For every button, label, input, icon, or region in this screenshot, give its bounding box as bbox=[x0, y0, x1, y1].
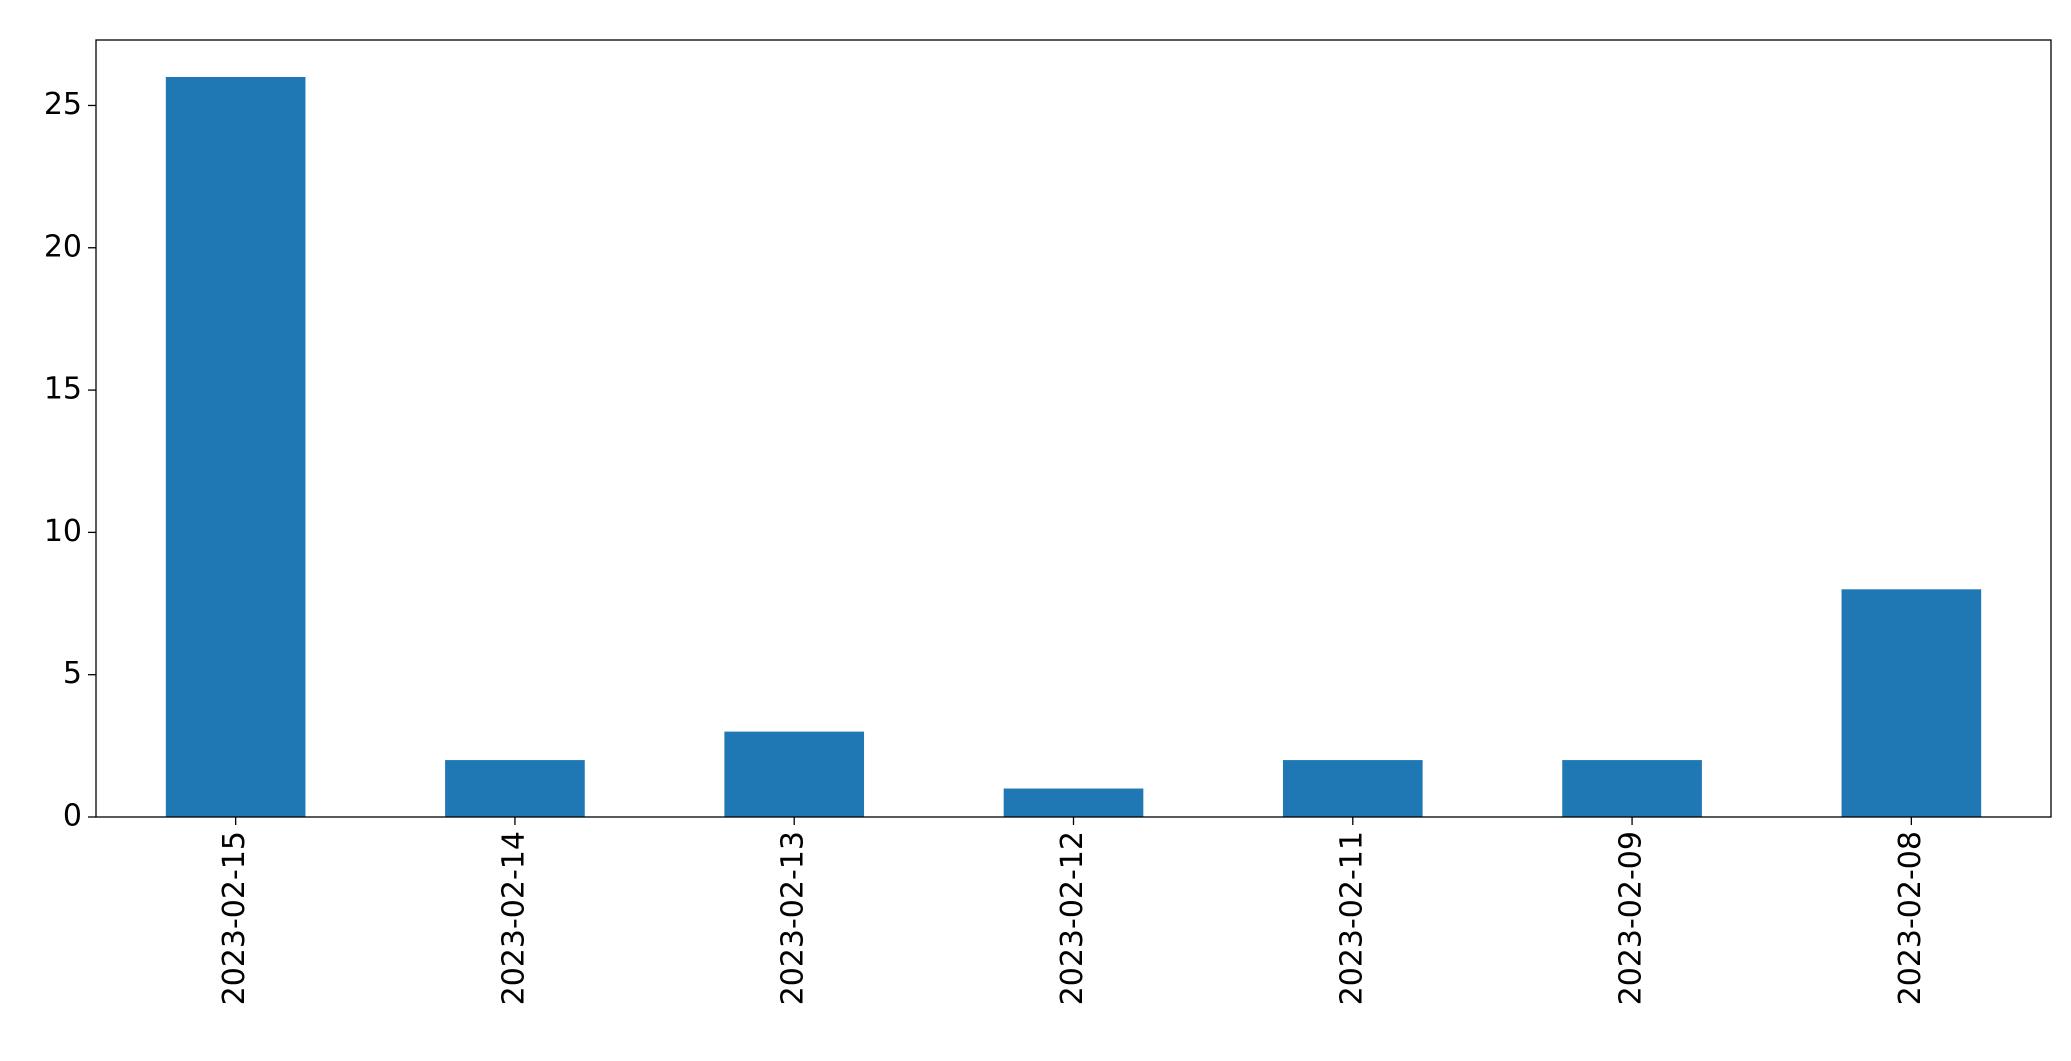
y-tick-label: 5 bbox=[63, 656, 82, 691]
x-tick-label: 2023-02-09 bbox=[1614, 831, 1649, 1005]
plot-frame bbox=[95, 39, 2052, 818]
bar bbox=[724, 731, 865, 817]
x-tick-label: 2023-02-13 bbox=[776, 831, 811, 1005]
bar bbox=[165, 77, 306, 817]
y-tick-label: 10 bbox=[44, 514, 82, 549]
bar bbox=[1841, 589, 1982, 817]
y-tick-label: 0 bbox=[63, 799, 82, 834]
bar bbox=[1282, 760, 1423, 817]
x-tick-label: 2023-02-11 bbox=[1334, 831, 1369, 1005]
y-tick-label: 20 bbox=[44, 229, 82, 264]
x-tick-label: 2023-02-08 bbox=[1893, 831, 1928, 1005]
x-tick-label: 2023-02-14 bbox=[496, 831, 531, 1005]
bar bbox=[1562, 760, 1702, 817]
y-tick-label: 15 bbox=[44, 372, 82, 407]
bar bbox=[1003, 788, 1144, 817]
y-tick-label: 25 bbox=[44, 87, 82, 122]
x-tick-label: 2023-02-15 bbox=[217, 831, 252, 1005]
x-tick-label: 2023-02-12 bbox=[1055, 831, 1090, 1005]
bar bbox=[445, 760, 585, 817]
